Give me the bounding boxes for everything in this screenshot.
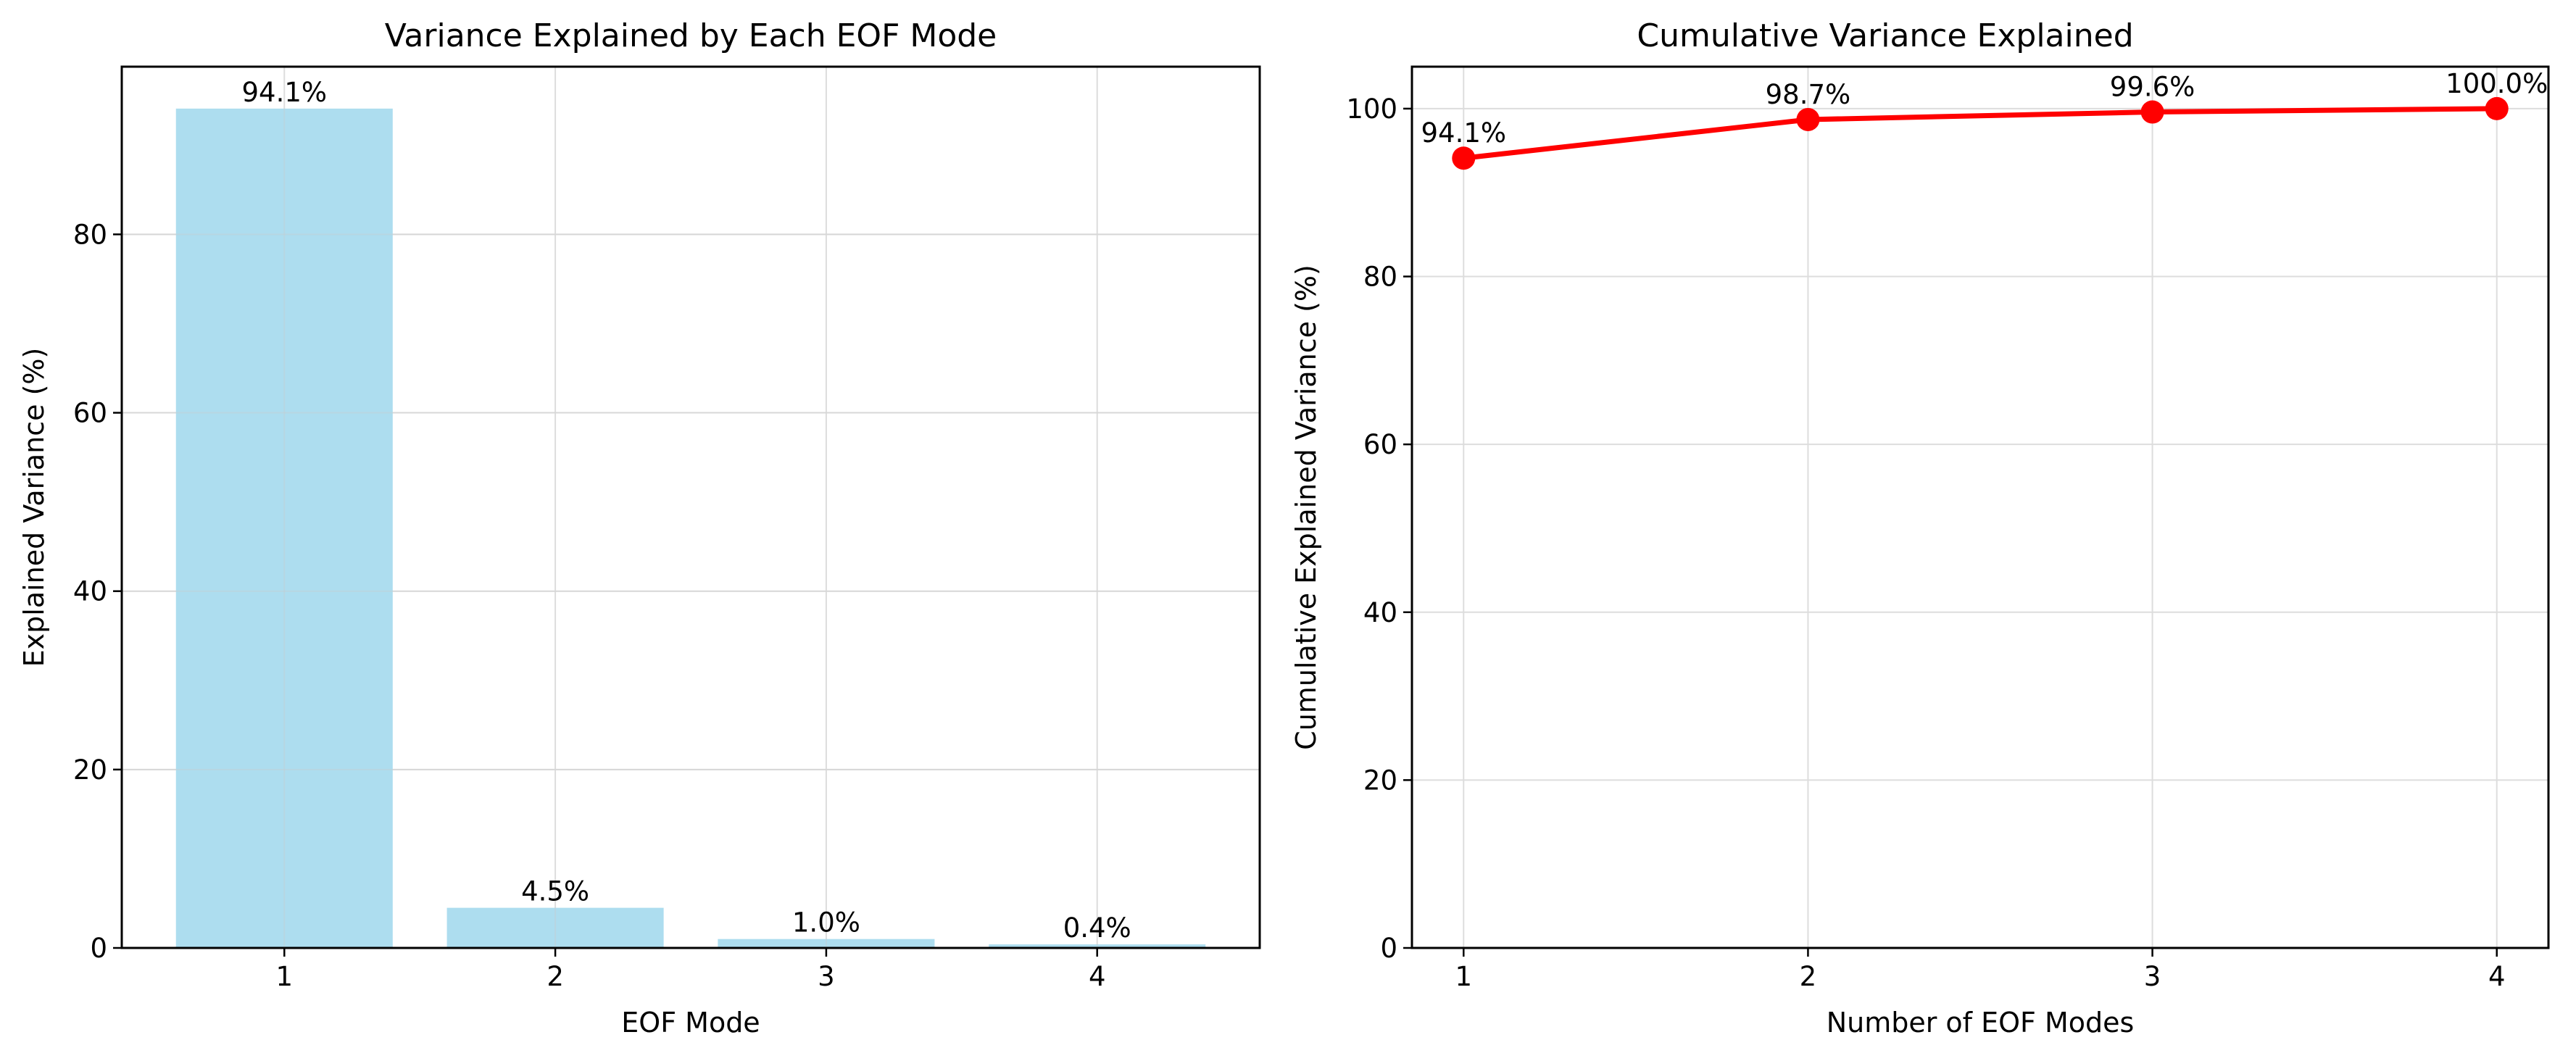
- line-point-mode-1: [1452, 146, 1476, 170]
- bar-chart-x-tick-label: 2: [547, 961, 564, 992]
- bar-chart-x-tick-label: 3: [818, 961, 835, 992]
- bar-chart-y-tick-label: 40: [73, 576, 107, 607]
- line-chart-panel: Cumulative Variance Explained 94.1% 98.7%…: [1290, 17, 2550, 1039]
- line-data-label: 100.0%: [2446, 68, 2548, 99]
- bar-mode-1: [175, 108, 393, 948]
- bar-chart-y-tick-label: 20: [73, 754, 107, 786]
- line-data-label: 98.7%: [1766, 79, 1851, 110]
- line-data-label: 94.1%: [1421, 117, 1506, 149]
- line-chart-y-ticks: 0 20 40 60 80 100: [1346, 93, 1412, 964]
- bar-data-label: 1.0%: [792, 907, 860, 939]
- line-data-label: 99.6%: [2110, 72, 2195, 103]
- bar-chart-y-tick-label: 0: [90, 933, 107, 964]
- line-chart-y-axis-label: Cumulative Explained Variance (%): [1290, 265, 1322, 750]
- bar-chart-y-ticks: 0 20 40 60 80: [73, 219, 122, 964]
- line-chart-x-ticks: 1 2 3 4: [1455, 948, 2506, 992]
- line-chart-y-tick-label: 80: [1363, 262, 1397, 293]
- bar-chart-y-tick-label: 60: [73, 398, 107, 429]
- bar-data-label: 94.1%: [242, 77, 328, 108]
- line-chart-y-tick-label: 0: [1380, 933, 1397, 964]
- bar-chart-plot-frame: [120, 65, 1261, 949]
- line-point-mode-2: [1796, 107, 1820, 131]
- bar-chart-panel: Variance Explained by Each EOF Mode 94.1…: [18, 17, 1261, 1039]
- line-chart-title: Cumulative Variance Explained: [1637, 17, 2133, 54]
- bar-mode-4: [989, 944, 1206, 948]
- line-chart-gridlines: [1412, 67, 2548, 949]
- cumulative-variance-line: [1463, 106, 2497, 161]
- bar-chart-x-tick-label: 1: [276, 961, 294, 992]
- line-chart-y-tick-label: 60: [1363, 429, 1397, 460]
- line-chart-x-tick-label: 4: [2488, 961, 2506, 992]
- line-chart-x-tick-label: 2: [1800, 961, 1817, 992]
- line-chart-x-tick-label: 1: [1455, 961, 1472, 992]
- bar-chart-x-ticks: 1 2 3 4: [276, 948, 1106, 992]
- bar-data-label: 4.5%: [521, 876, 589, 907]
- bar-mode-2: [446, 907, 664, 948]
- bar-chart-y-tick-label: 80: [73, 219, 107, 250]
- bar-chart-x-axis-label: EOF Mode: [621, 1007, 760, 1039]
- bar-chart-x-tick-label: 4: [1089, 961, 1106, 992]
- bar-chart-title: Variance Explained by Each EOF Mode: [385, 17, 997, 54]
- line-chart-data-labels: 94.1% 98.7% 99.6% 100.0%: [1421, 68, 2548, 149]
- line-chart-plot-frame: [1410, 65, 2550, 949]
- line-point-mode-4: [2485, 96, 2509, 120]
- line-chart-y-tick-label: 40: [1363, 597, 1397, 628]
- line-point-mode-3: [2140, 100, 2164, 124]
- line-chart-y-tick-label: 20: [1363, 765, 1397, 796]
- line-chart-x-axis-label: Number of EOF Modes: [1827, 1007, 2135, 1039]
- bar-chart-bars: [175, 108, 1206, 948]
- bar-chart-data-labels: 94.1% 4.5% 1.0% 0.4%: [122, 77, 1260, 948]
- bar-data-label: 0.4%: [1063, 912, 1131, 944]
- bar-chart-y-axis-label: Explained Variance (%): [18, 348, 50, 667]
- line-chart-series: [1452, 96, 2509, 170]
- bar-mode-3: [718, 939, 935, 948]
- line-chart-x-tick-label: 3: [2144, 961, 2161, 992]
- line-chart-y-tick-label: 100: [1346, 93, 1397, 125]
